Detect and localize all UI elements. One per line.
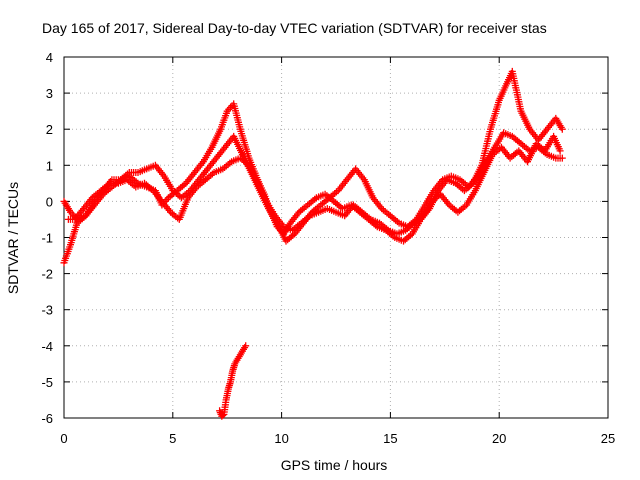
track-a-point xyxy=(558,125,566,133)
y-tick-label: -1 xyxy=(41,231,53,246)
outlier-segment-point xyxy=(219,411,227,419)
y-tick-label: 4 xyxy=(46,50,53,65)
x-tick-label: 0 xyxy=(60,431,67,446)
y-tick-label: -5 xyxy=(41,375,53,390)
y-tick-label: 1 xyxy=(46,158,53,173)
data-points xyxy=(60,67,566,420)
y-tick-label: -3 xyxy=(41,303,53,318)
x-tick-label: 25 xyxy=(601,431,615,446)
grid xyxy=(64,57,608,418)
y-tick-label: 2 xyxy=(46,122,53,137)
track-c-point xyxy=(556,147,564,155)
x-axis: 0 5 10 15 20 25 xyxy=(60,57,615,446)
y-axis-title: SDTVAR / TECUs xyxy=(5,182,21,294)
track-b-point xyxy=(558,154,566,162)
x-tick-label: 20 xyxy=(492,431,506,446)
y-tick-label: 0 xyxy=(46,194,53,209)
outlier-segment-point xyxy=(242,342,250,350)
x-tick-label: 5 xyxy=(169,431,176,446)
x-axis-title: GPS time / hours xyxy=(281,457,388,473)
x-tick-label: 10 xyxy=(274,431,288,446)
x-tick-label: 15 xyxy=(383,431,397,446)
y-tick-label: 3 xyxy=(46,86,53,101)
y-tick-label: -4 xyxy=(41,339,53,354)
y-tick-label: -2 xyxy=(41,267,53,282)
y-tick-label: -6 xyxy=(41,411,53,426)
chart-title: Day 165 of 2017, Sidereal Day-to-day VTE… xyxy=(42,20,547,36)
y-axis: -6 -5 -4 -3 -2 -1 0 1 2 3 4 xyxy=(41,50,608,426)
